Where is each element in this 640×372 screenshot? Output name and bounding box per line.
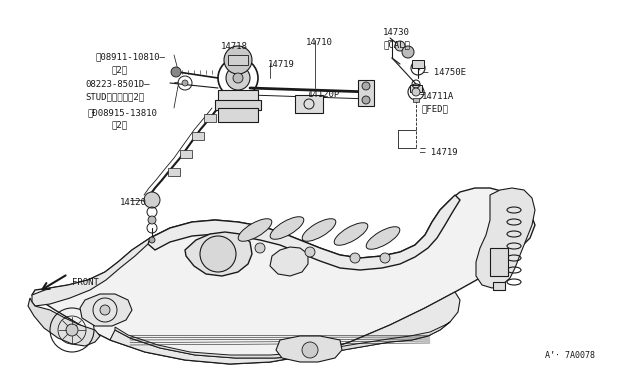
Circle shape xyxy=(350,253,360,263)
Bar xyxy=(413,98,419,102)
Text: A’· 7A0078: A’· 7A0078 xyxy=(545,351,595,360)
Circle shape xyxy=(224,46,252,74)
Bar xyxy=(358,80,374,106)
Bar xyxy=(410,85,422,92)
Circle shape xyxy=(305,247,315,257)
Text: 14730: 14730 xyxy=(383,28,410,37)
Text: 08223-8501D—: 08223-8501D— xyxy=(85,80,150,89)
Circle shape xyxy=(302,342,318,358)
Circle shape xyxy=(226,66,250,90)
Bar xyxy=(412,60,424,68)
Circle shape xyxy=(255,243,265,253)
Text: — 14750E: — 14750E xyxy=(423,68,466,77)
Polygon shape xyxy=(476,188,535,288)
Text: STUDスタッド（2）: STUDスタッド（2） xyxy=(85,92,144,101)
Polygon shape xyxy=(80,294,132,326)
Text: ⓅÐ08915-13810: ⓅÐ08915-13810 xyxy=(88,108,158,117)
Circle shape xyxy=(395,41,405,51)
Bar xyxy=(168,168,180,176)
Text: 14120P: 14120P xyxy=(308,90,340,99)
Text: 14718: 14718 xyxy=(221,42,248,51)
Bar xyxy=(493,282,505,290)
Circle shape xyxy=(149,237,155,243)
Ellipse shape xyxy=(302,219,336,241)
Bar xyxy=(192,132,204,140)
Polygon shape xyxy=(28,298,100,346)
Text: 14120: 14120 xyxy=(120,198,147,207)
Bar xyxy=(204,114,216,122)
Polygon shape xyxy=(32,188,535,364)
Circle shape xyxy=(200,236,236,272)
Circle shape xyxy=(380,253,390,263)
Text: — 14719: — 14719 xyxy=(420,148,458,157)
Text: 14711A: 14711A xyxy=(422,92,454,101)
Polygon shape xyxy=(185,232,252,276)
Ellipse shape xyxy=(238,219,272,241)
Ellipse shape xyxy=(334,223,368,245)
Polygon shape xyxy=(32,238,150,306)
Text: 14719: 14719 xyxy=(268,60,295,69)
Bar xyxy=(295,95,323,113)
Circle shape xyxy=(412,88,420,96)
Bar xyxy=(228,55,248,65)
Ellipse shape xyxy=(270,217,304,239)
Bar xyxy=(180,150,192,158)
Circle shape xyxy=(182,80,188,86)
Circle shape xyxy=(362,96,370,104)
Ellipse shape xyxy=(366,227,400,249)
Bar xyxy=(490,248,508,276)
Circle shape xyxy=(144,192,160,208)
Circle shape xyxy=(402,46,414,58)
Circle shape xyxy=(362,82,370,90)
Bar xyxy=(218,108,258,122)
Text: （CAL）: （CAL） xyxy=(383,40,410,49)
Bar xyxy=(218,90,258,104)
Text: FRONT: FRONT xyxy=(72,278,99,287)
Polygon shape xyxy=(148,195,460,270)
Bar xyxy=(215,100,261,110)
Circle shape xyxy=(171,67,181,77)
Circle shape xyxy=(100,305,110,315)
Text: （FED）: （FED） xyxy=(422,104,449,113)
Text: （2）: （2） xyxy=(112,65,128,74)
Text: 14710: 14710 xyxy=(306,38,333,47)
Circle shape xyxy=(66,324,78,336)
Polygon shape xyxy=(110,292,460,364)
Circle shape xyxy=(148,216,156,224)
Polygon shape xyxy=(270,247,308,276)
Text: （2）: （2） xyxy=(112,120,128,129)
Circle shape xyxy=(233,73,243,83)
Polygon shape xyxy=(276,336,342,362)
Text: ⓝ08911-10810—: ⓝ08911-10810— xyxy=(95,52,165,61)
Polygon shape xyxy=(115,322,450,358)
